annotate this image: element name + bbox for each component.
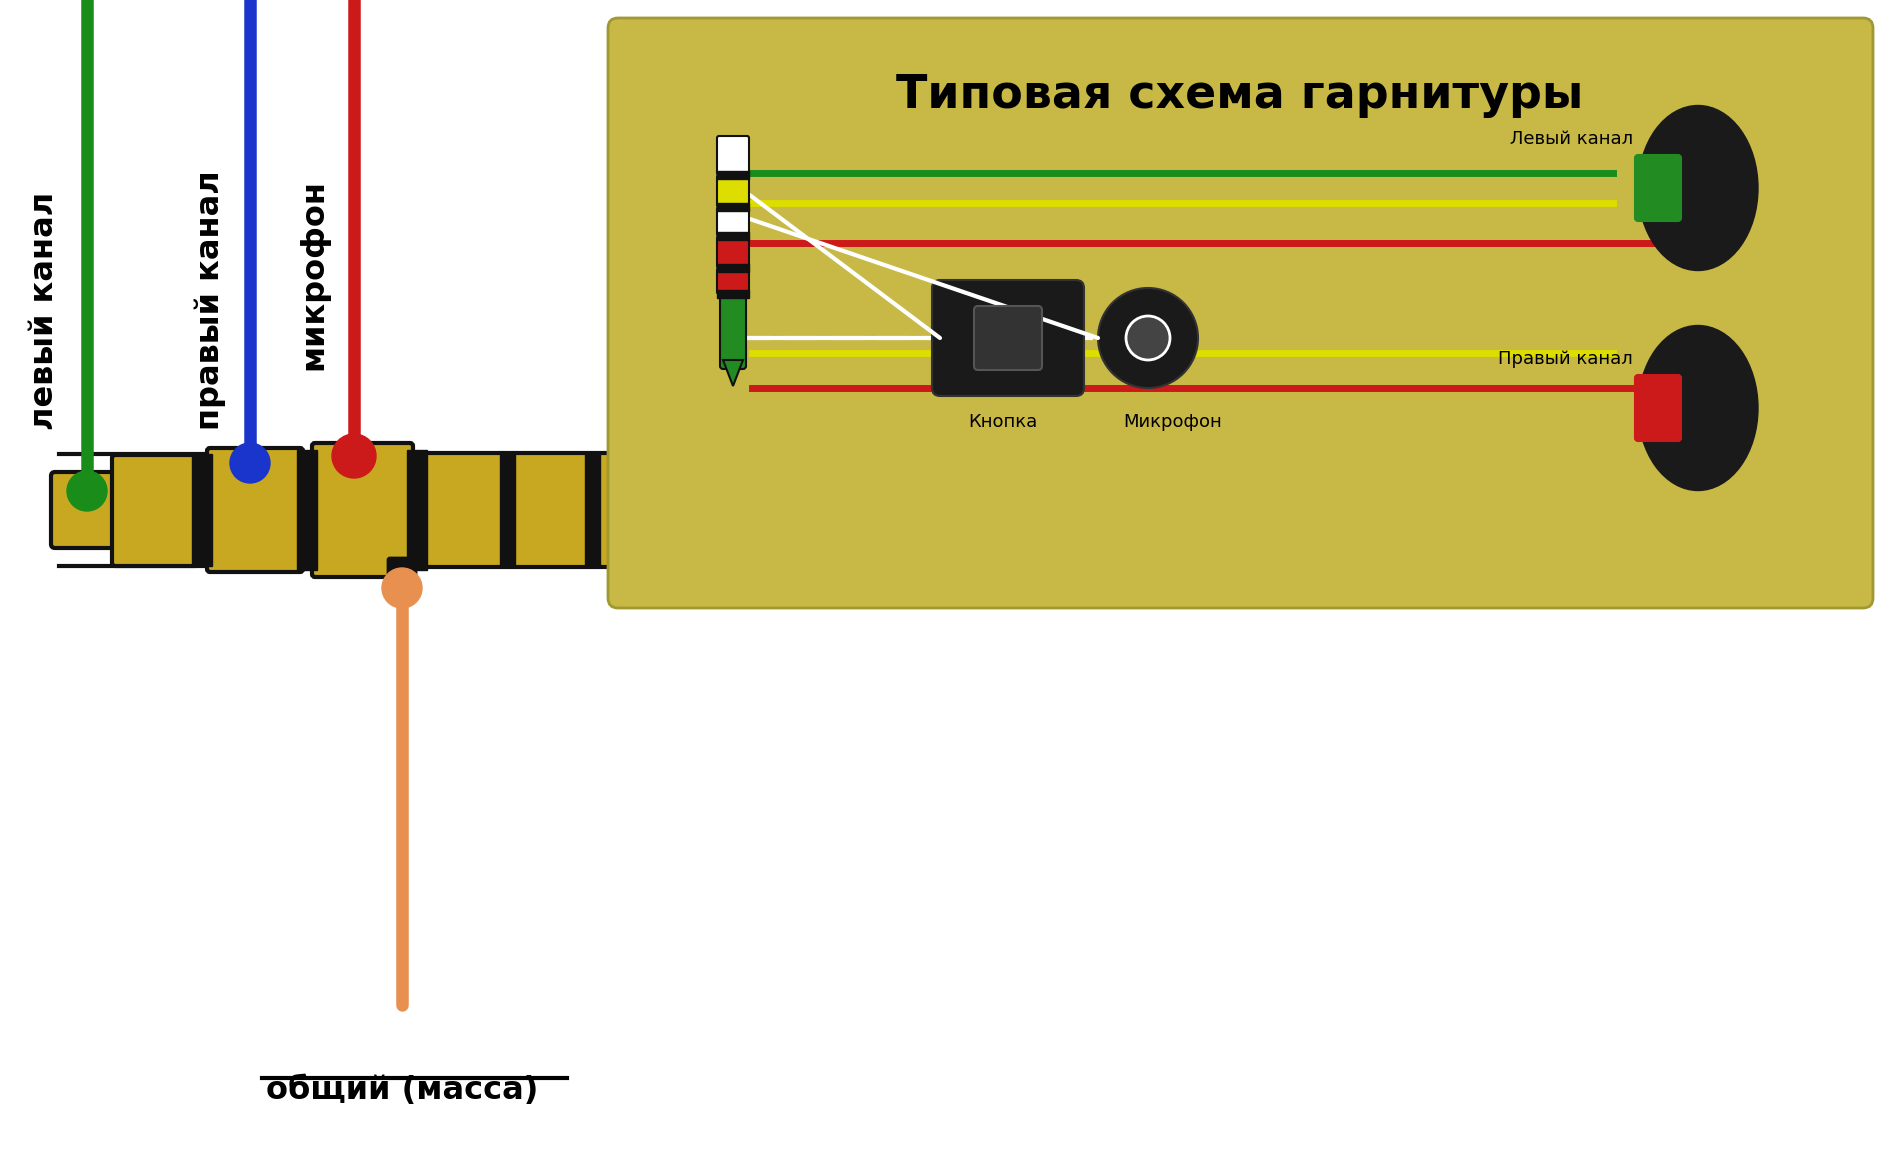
- FancyBboxPatch shape: [51, 472, 125, 548]
- Text: Микрофон: Микрофон: [1123, 413, 1222, 431]
- FancyBboxPatch shape: [717, 268, 750, 294]
- Bar: [717, 290, 750, 298]
- FancyBboxPatch shape: [717, 176, 750, 207]
- Ellipse shape: [1639, 105, 1758, 270]
- FancyBboxPatch shape: [933, 280, 1084, 395]
- Bar: [717, 204, 750, 211]
- FancyBboxPatch shape: [717, 236, 750, 268]
- Circle shape: [230, 443, 270, 483]
- Text: микрофон: микрофон: [298, 179, 330, 370]
- Bar: [717, 171, 750, 179]
- Circle shape: [332, 434, 376, 479]
- Bar: [193, 454, 211, 566]
- FancyBboxPatch shape: [1635, 376, 1680, 441]
- FancyBboxPatch shape: [717, 136, 750, 176]
- FancyBboxPatch shape: [719, 292, 746, 369]
- FancyBboxPatch shape: [389, 558, 415, 590]
- Bar: [717, 264, 750, 271]
- FancyBboxPatch shape: [111, 455, 198, 566]
- Text: Левый канал: Левый канал: [1510, 130, 1633, 147]
- Text: Правый канал: Правый канал: [1499, 350, 1633, 369]
- Text: Типовая схема гарнитуры: Типовая схема гарнитуры: [897, 74, 1584, 118]
- Circle shape: [1125, 316, 1171, 360]
- Polygon shape: [857, 455, 972, 565]
- Bar: [717, 232, 750, 240]
- Circle shape: [66, 472, 108, 511]
- Bar: [585, 453, 600, 567]
- FancyBboxPatch shape: [1635, 154, 1680, 221]
- Text: левый канал: левый канал: [30, 192, 60, 431]
- Circle shape: [381, 567, 423, 608]
- Text: общий (масса): общий (масса): [266, 1075, 538, 1106]
- FancyBboxPatch shape: [608, 18, 1873, 608]
- Bar: [755, 453, 770, 567]
- Bar: [296, 450, 317, 570]
- Bar: [408, 450, 427, 570]
- Bar: [500, 453, 515, 567]
- Text: Кнопка: Кнопка: [969, 413, 1038, 431]
- FancyBboxPatch shape: [312, 443, 413, 577]
- FancyBboxPatch shape: [423, 453, 867, 567]
- Circle shape: [1099, 288, 1199, 388]
- Polygon shape: [723, 360, 744, 386]
- Ellipse shape: [1639, 325, 1758, 490]
- FancyBboxPatch shape: [208, 448, 302, 572]
- Bar: [670, 453, 685, 567]
- FancyBboxPatch shape: [974, 307, 1042, 370]
- Text: правый канал: правый канал: [194, 171, 227, 431]
- FancyBboxPatch shape: [717, 207, 750, 236]
